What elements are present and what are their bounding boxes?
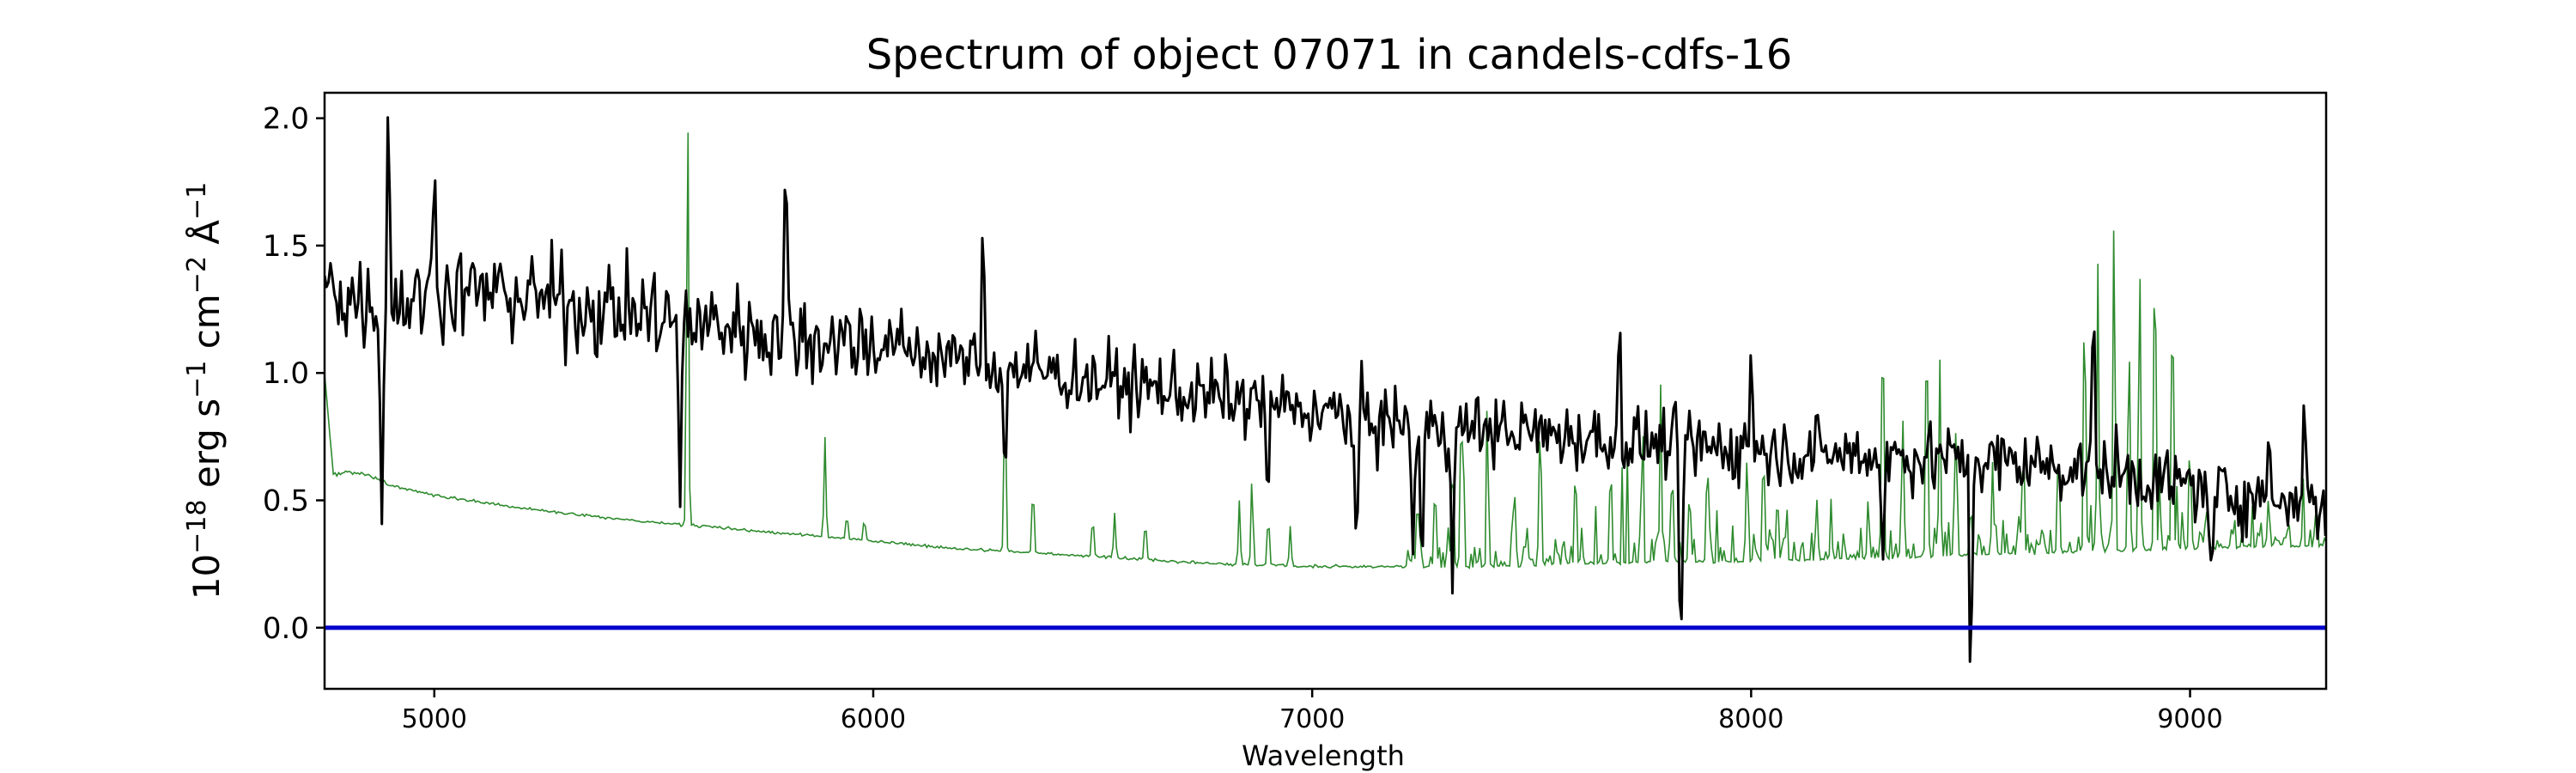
axis-ticks: 5000 6000 7000 8000 9000 0.0 0.5 1.0 1.5 2.0 <box>263 102 2223 734</box>
chart-title: Spectrum of object 07071 in candels-cdfs… <box>866 31 1793 79</box>
x-tick-label: 7000 <box>1279 704 1345 734</box>
x-tick-label: 6000 <box>841 704 906 734</box>
object-flux-line <box>325 116 2326 663</box>
y-tick-label: 0.5 <box>263 484 309 519</box>
x-tick-label: 5000 <box>402 704 467 734</box>
y-label-base: 10 <box>185 554 228 600</box>
y-label-exp3: −2 <box>182 256 212 294</box>
x-tick-label: 9000 <box>2157 704 2222 734</box>
y-label-t1: erg s <box>185 399 228 500</box>
y-axis-label: 10−18 erg s−1 cm−2 Å−1 <box>182 182 228 600</box>
y-label-exp2: −1 <box>182 361 212 399</box>
plot-frame <box>323 91 2328 691</box>
y-label-t3: Å <box>185 220 228 256</box>
y-tick-label: 1.5 <box>263 229 309 264</box>
x-tick-label: 8000 <box>1718 704 1783 734</box>
y-tick-label: 1.0 <box>263 356 309 391</box>
y-label-exp1: −18 <box>182 500 212 554</box>
y-label-exp4: −1 <box>182 182 212 220</box>
sky-spectrum-line <box>325 132 2326 569</box>
plot-area <box>325 116 2326 663</box>
y-label-t2: cm <box>185 294 228 360</box>
y-tick-label: 2.0 <box>263 102 309 137</box>
x-axis-label: Wavelength <box>1242 740 1405 772</box>
y-tick-label: 0.0 <box>263 612 309 646</box>
